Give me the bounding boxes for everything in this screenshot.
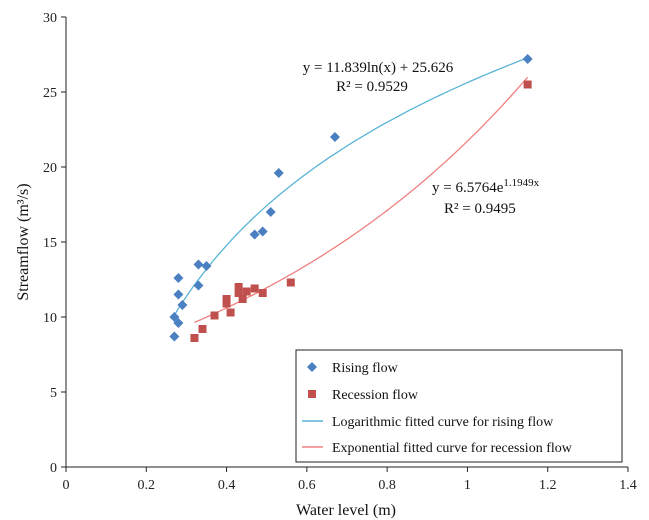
rising-flow-point-11 [265,207,276,217]
y-tick-label-6: 30 [43,11,57,26]
recession-flow-point-7 [234,283,243,291]
recession-fit-equation-exponent: 1.1949x [503,177,539,189]
legend-label-rising: Rising flow [332,361,399,376]
legend-box [295,349,623,463]
y-tick-label-3: 15 [43,236,57,251]
recession-flow-point-0 [190,334,199,342]
rising-fit-equation: y = 11.839ln(x) + 25.626 [303,60,454,76]
recession-flow-point-6 [234,289,243,297]
recession-flow-point-9 [242,287,251,296]
y-tick-label-2: 10 [43,311,57,326]
x-tick-label-5: 1 [464,478,471,493]
x-tick-label-3: 0.6 [298,478,316,493]
exp-fit-curve [194,76,529,323]
rising-flow-point-5 [177,300,188,310]
recession-fit-equation: y = 6.5764e1.1949x [432,177,540,196]
y-tick-label-0: 0 [50,461,57,476]
y-axis-title: Streamflow (m³/s) [15,183,32,300]
recession-flow-point-5 [226,308,235,317]
rising-flow-point-0 [169,331,180,342]
x-tick-label-0: 0 [63,478,70,493]
rising-flow-point-1 [169,312,180,322]
x-tick-label-6: 1.2 [539,478,557,493]
y-tick-label-5: 25 [43,86,57,101]
recession-flow-point-8 [238,295,247,303]
recession-flow-point-4 [222,295,231,303]
recession-flow-point-13 [523,80,532,89]
legend: Rising flow Recession flow Logarithmic f… [295,349,623,463]
recession-flow-point-12 [286,278,295,287]
recession-flow-point-2 [210,311,219,320]
legend-diamond-icon [307,362,317,372]
y-tick-label-1: 5 [50,386,57,401]
legend-label-recession: Recession flow [332,388,419,403]
rising-flow-point-10 [257,226,268,237]
legend-item-rising: Rising flow [307,361,399,376]
recession-flow-point-10 [250,284,259,293]
x-tick-label-7: 1.4 [619,478,637,493]
recession-flow-point-11 [258,289,267,297]
legend-label-log-fit: Logarithmic fitted curve for rising flow [332,415,554,430]
rising-fit-r2: R² = 0.9529 [336,79,408,95]
recession-flow-point-1 [198,325,207,333]
rising-flow-point-13 [329,132,340,142]
rising-flow-point-7 [193,259,204,270]
rising-flow-point-8 [201,261,212,271]
log-fit-curve [173,57,528,316]
recession-fit-r2: R² = 0.9495 [444,201,516,217]
legend-item-exp-fit: Exponential fitted curve for recession f… [302,441,573,456]
legend-label-exp-fit: Exponential fitted curve for recession f… [332,441,573,456]
x-axis-title: Water level (m) [296,502,396,519]
legend-item-log-fit: Logarithmic fitted curve for rising flow [302,415,554,430]
rising-flow-point-14 [522,54,533,64]
rising-flow-point-12 [273,168,284,178]
x-tick-label-2: 0.4 [218,478,236,493]
x-tick-label-4: 0.8 [378,478,396,493]
recession-flow-point-3 [222,299,231,308]
rising-flow-point-2 [173,318,184,328]
plot-area: 0 0.2 0.4 0.6 0.8 1 1.2 1.4 0 5 10 15 20 25 30 [43,11,637,493]
recession-fit-equation-base: y = 6.5764e [432,180,504,196]
x-tick-label-1: 0.2 [138,478,156,493]
y-tick-label-4: 20 [43,161,57,176]
rising-flow-point-3 [173,289,184,300]
rising-flow-point-9 [249,229,260,240]
legend-item-recession: Recession flow [308,388,419,403]
rising-flow-point-6 [193,280,204,291]
legend-square-icon [308,390,316,398]
rising-flow-point-4 [173,273,184,283]
